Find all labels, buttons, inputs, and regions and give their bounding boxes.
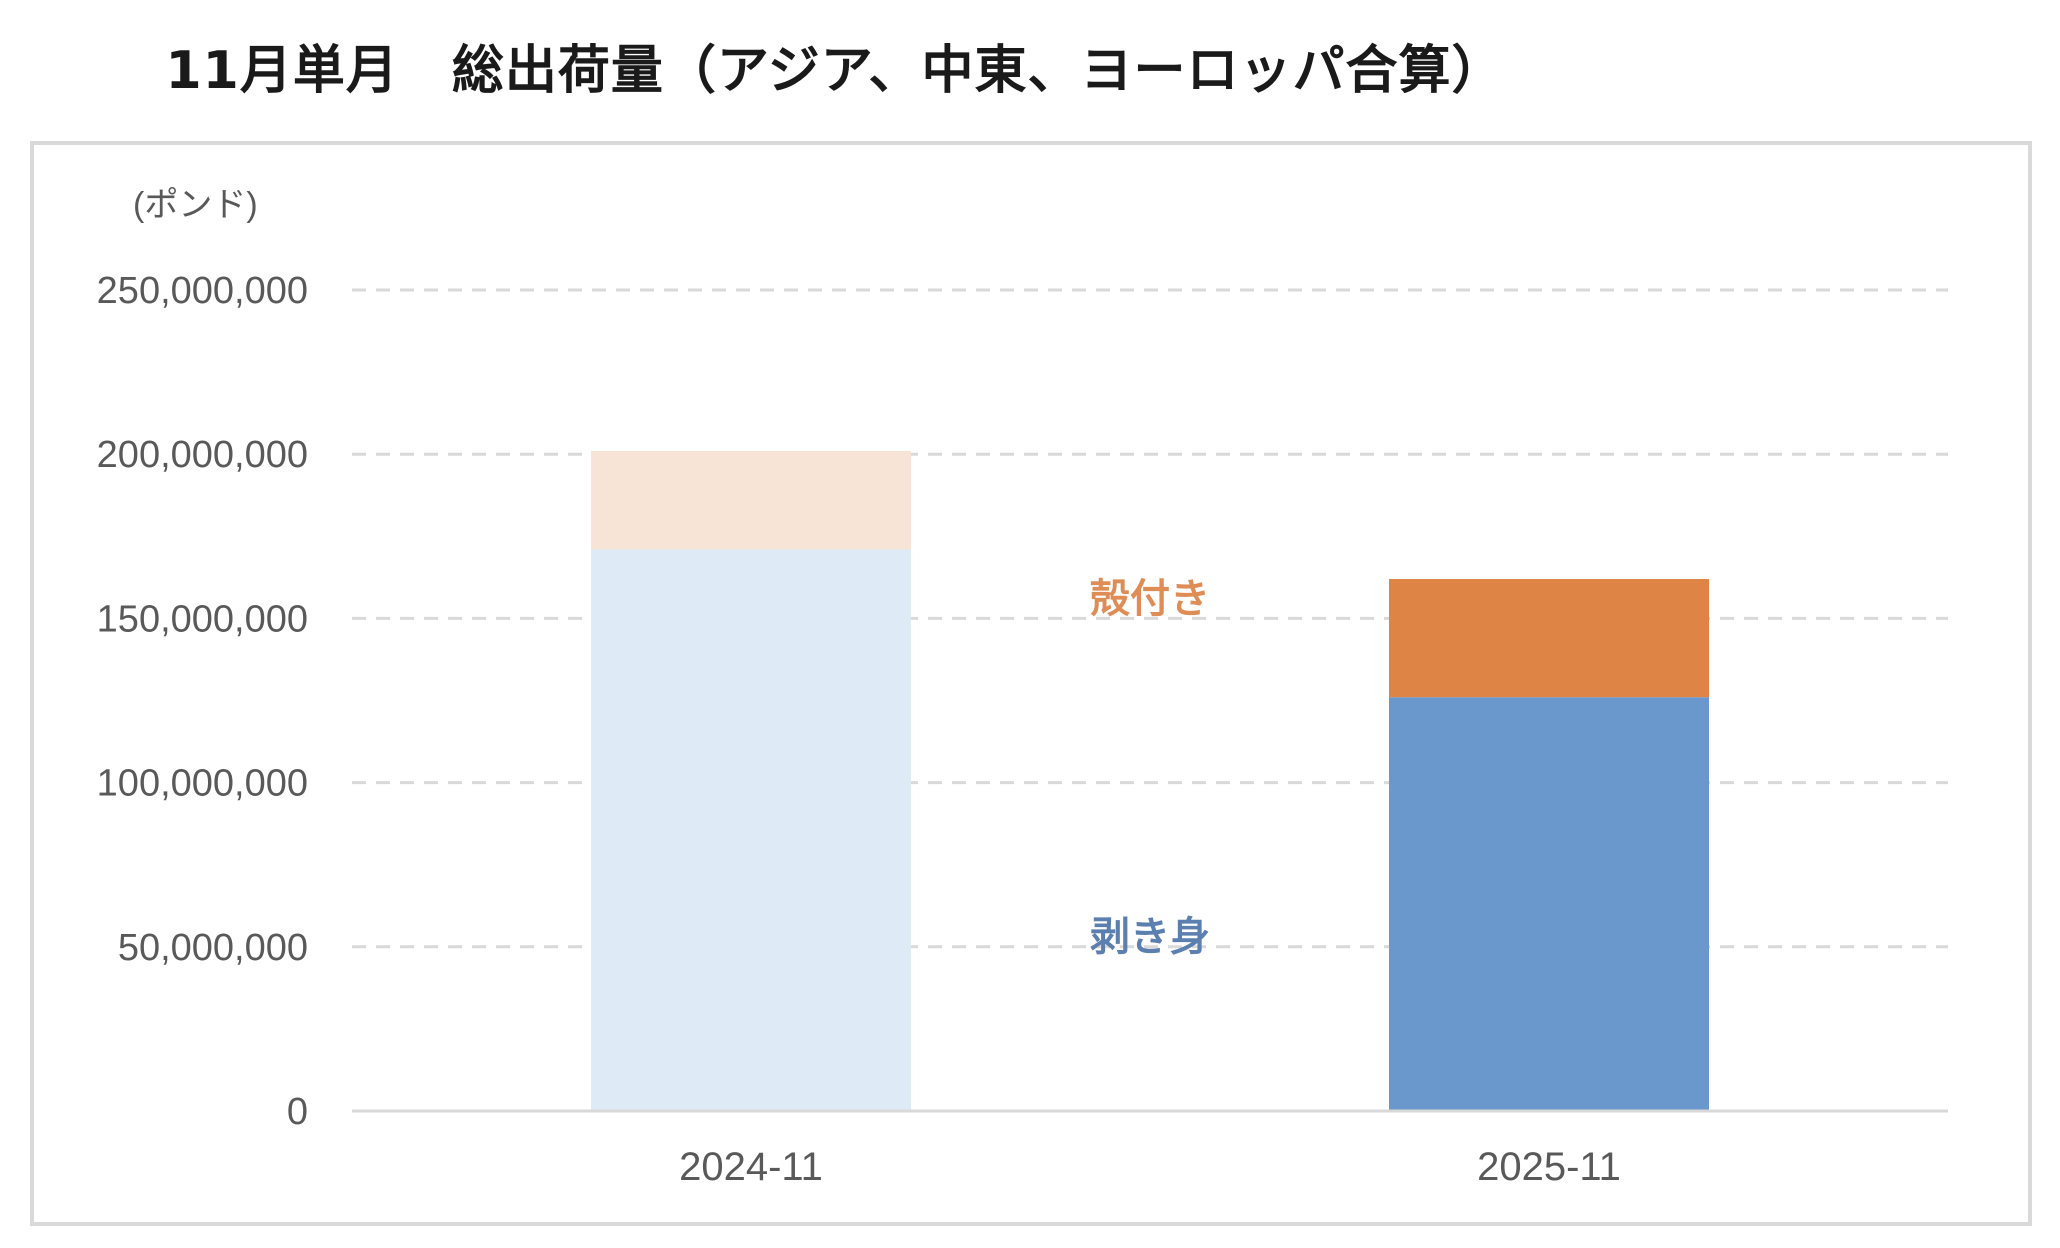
bar-segment: [1389, 697, 1709, 1111]
bar-segment: [1389, 578, 1709, 698]
y-tick-label: 100,000,000: [97, 763, 308, 805]
y-tick-label: 200,000,000: [97, 434, 308, 476]
y-tick-labels: 0 50,000,000 100,000,000 150,000,000 200,000…: [97, 270, 308, 1133]
y-tick-label: 50,000,000: [118, 927, 308, 969]
y-tick-label: 0: [287, 1091, 308, 1133]
bars: [591, 450, 1709, 1111]
x-tick-labels: 2024-11 2025-11: [679, 1145, 1621, 1189]
y-axis-unit-label: (ポンド): [133, 186, 258, 224]
x-tick-label: 2025-11: [1477, 1145, 1621, 1189]
series-label-karatsuki: 殻付き: [1090, 576, 1210, 622]
series-label-mukimi: 剥き身: [1090, 914, 1210, 960]
x-tick-label: 2024-11: [679, 1145, 823, 1189]
chart-title: 11月単月 総出荷量（アジア、中東、ヨーロッパ合算）: [165, 41, 1505, 101]
y-tick-label: 250,000,000: [97, 270, 308, 312]
bar-segment: [591, 450, 911, 550]
y-tick-label: 150,000,000: [97, 598, 308, 640]
bar-segment: [591, 549, 911, 1111]
